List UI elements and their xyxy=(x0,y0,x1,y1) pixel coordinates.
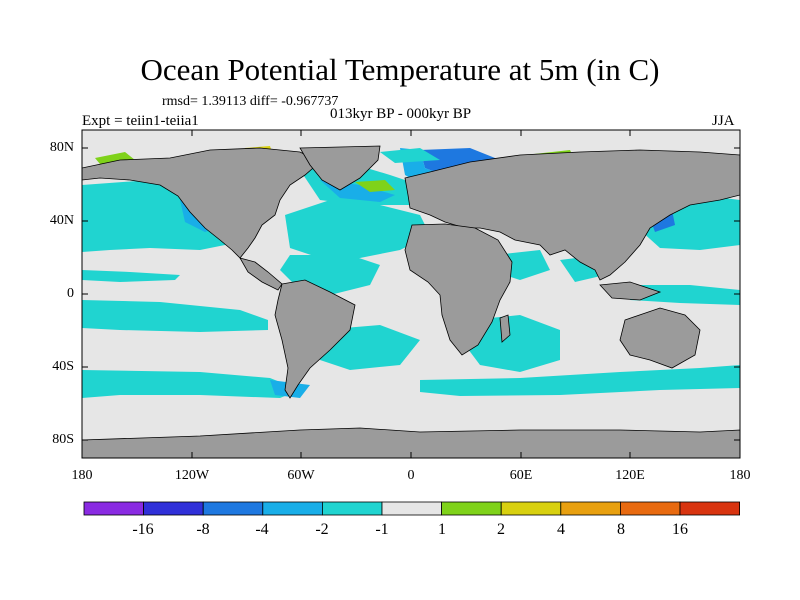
colorbar-swatch xyxy=(381,501,442,516)
colorbar-label: -16 xyxy=(132,521,154,538)
colorbar-label: 8 xyxy=(617,521,625,538)
colorbar-swatch xyxy=(143,501,204,516)
lon-tick-label: 0 xyxy=(407,468,415,483)
colorbar-swatch xyxy=(560,501,621,516)
maritime-continent-landmass xyxy=(599,281,662,301)
south-america-landmass xyxy=(274,279,356,399)
tropical-pacific-band xyxy=(82,270,180,282)
south-atlantic-cool-region xyxy=(320,325,420,370)
colorbar-swatch xyxy=(620,501,681,516)
africa-landmass xyxy=(404,223,513,356)
lon-tick-label: 180 xyxy=(71,468,93,483)
lat-tick-label: 80S xyxy=(52,432,74,447)
north-atlantic-warm-patch xyxy=(355,180,395,192)
colorbar-swatch xyxy=(500,501,562,516)
colorbar-swatch xyxy=(441,501,502,516)
lat-tick-label: 40N xyxy=(49,213,74,228)
map-title: Ocean Potential Temperature at 5m (in C) xyxy=(140,52,660,87)
australia-landmass xyxy=(619,307,701,369)
lat-tick-label: 80N xyxy=(49,140,74,155)
colorbar-swatch xyxy=(679,501,740,516)
east-pacific-cool-region xyxy=(82,300,268,332)
southern-ocean-cool-band xyxy=(82,370,300,398)
axis-ticks xyxy=(81,130,741,458)
lon-tick-label: 60W xyxy=(287,468,315,483)
central-america-landmass xyxy=(239,257,283,291)
colorbar xyxy=(83,501,740,516)
colorbar-label: 1 xyxy=(438,521,446,538)
colorbar-label: -1 xyxy=(375,521,389,538)
colorbar-label: -2 xyxy=(315,521,329,538)
lon-tick-label: 120W xyxy=(174,468,210,483)
colorbar-swatch xyxy=(202,501,264,516)
statistics-text: rmsd= 1.39113 diff= -0.967737 xyxy=(162,94,339,109)
experiment-label: Expt = teiin1-teiia1 xyxy=(82,113,199,129)
arctic-cool-band xyxy=(380,148,440,163)
colorbar-label: 16 xyxy=(672,521,688,538)
colorbar-label: -8 xyxy=(196,521,210,538)
tropical-west-pacific-cool xyxy=(630,285,740,305)
greenland-landmass xyxy=(299,145,381,191)
lon-tick-label: 180 xyxy=(729,468,751,483)
period-subtitle: 013kyr BP - 000kyr BP xyxy=(330,106,472,122)
colorbar-swatch xyxy=(83,501,144,516)
madagascar-landmass xyxy=(499,314,511,343)
colorbar-label: 4 xyxy=(557,521,565,538)
north-atlantic-cool-region xyxy=(285,200,430,258)
indian-ocean-cool-region xyxy=(465,315,560,372)
colorbar-label: -4 xyxy=(255,521,269,538)
lon-tick-label: 120E xyxy=(615,468,645,483)
season-label: JJA xyxy=(712,113,735,129)
north-america-landmass xyxy=(82,147,321,259)
continents xyxy=(82,145,740,458)
colorbar-label: 2 xyxy=(497,521,505,538)
lat-tick-label: 40S xyxy=(52,359,74,374)
colorbar-swatch xyxy=(262,501,323,516)
lat-tick-label: 0 xyxy=(67,286,74,301)
antarctica-landmass xyxy=(82,427,740,458)
southern-indian-cool-band xyxy=(420,365,740,396)
colorbar-swatch xyxy=(321,501,383,516)
lon-tick-label: 60E xyxy=(509,468,533,483)
